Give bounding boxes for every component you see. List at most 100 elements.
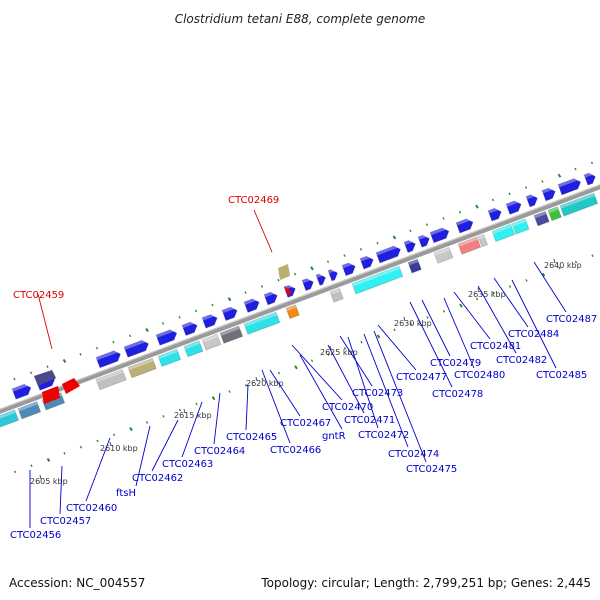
- gene-arrow: [455, 217, 474, 234]
- gene-arrow: [375, 244, 402, 264]
- gene-arrow: [547, 206, 562, 222]
- gene-shape: [219, 325, 244, 344]
- gene-shape: [123, 339, 150, 358]
- track-dot: [343, 347, 347, 350]
- gene-arrow: [327, 267, 339, 282]
- gene-shape: [201, 314, 218, 329]
- gene-shine: [404, 238, 415, 245]
- gene-label: CTC02470: [322, 402, 373, 413]
- gene-shape: [487, 207, 502, 222]
- gene-shine: [506, 199, 521, 207]
- scale-tick-mark: [255, 376, 258, 382]
- scale-tick-label: 2615 kbp: [174, 411, 212, 420]
- gene-shape: [505, 200, 522, 215]
- gene-shape: [263, 291, 278, 306]
- track-dot: [310, 266, 314, 271]
- track-dot: [294, 365, 298, 370]
- gene-label: CTC02462: [132, 473, 183, 484]
- track-dot: [178, 315, 181, 319]
- leader-line: [245, 384, 249, 431]
- leader-line: [135, 425, 151, 487]
- gene-shape: [525, 194, 538, 208]
- gene-label: CTC02474: [388, 449, 439, 460]
- gene-shine: [184, 340, 201, 350]
- track-dot: [145, 421, 149, 424]
- gene-shine: [220, 326, 240, 336]
- track-dot: [508, 192, 511, 196]
- gene-arrow: [201, 312, 218, 329]
- track-dot: [574, 260, 578, 264]
- gene-shine: [456, 217, 473, 226]
- track-dot: [112, 340, 115, 344]
- gene-shape: [157, 348, 182, 368]
- map-title: Clostridium tetani E88, complete genome: [175, 12, 426, 26]
- track-dot: [46, 457, 51, 463]
- gene-label: CTC02457: [40, 516, 91, 527]
- gene-shine: [182, 320, 197, 329]
- leader-line: [477, 285, 517, 354]
- highlight-gene-ctc02459-red-b: [62, 378, 80, 394]
- track-dot: [244, 291, 247, 294]
- gene-arrow: [487, 206, 502, 222]
- gene-arrow: [351, 265, 404, 295]
- gene-shine: [202, 312, 217, 321]
- gene-shine: [584, 171, 595, 178]
- gene-shape: [327, 269, 339, 282]
- gene-arrow: [201, 333, 222, 351]
- track-dot: [426, 316, 429, 319]
- gene-label: CTC02466: [270, 445, 321, 456]
- gene-arrow: [0, 409, 20, 429]
- track-dot: [261, 377, 264, 381]
- track-dot: [326, 260, 330, 264]
- gene-arrow: [559, 192, 599, 217]
- gene-arrow: [263, 290, 278, 306]
- gene-shine: [302, 276, 313, 284]
- highlight-gene-ctc02459-red: [42, 386, 60, 404]
- leader-line: [291, 344, 343, 401]
- gene-label: CTC02460: [66, 503, 117, 514]
- gene-shine: [408, 259, 419, 266]
- gene-shine: [316, 272, 325, 278]
- track-dot: [541, 180, 544, 183]
- track-dot: [62, 358, 67, 364]
- gene-arrow: [17, 400, 42, 420]
- track-dot: [310, 359, 314, 363]
- track-dot: [260, 285, 264, 288]
- gene-arrow: [95, 368, 127, 391]
- track-dot: [541, 272, 546, 277]
- scale-tick-mark: [403, 316, 406, 322]
- gene-label: CTC02464: [194, 446, 245, 457]
- gene-arrow: [433, 246, 454, 264]
- gene-shape: [583, 172, 596, 186]
- gene-shine: [156, 327, 176, 338]
- leader-line: [511, 279, 557, 369]
- leader-line: [59, 465, 63, 515]
- gene-arrow: [417, 233, 430, 248]
- track-dot: [392, 235, 397, 240]
- gene-shine: [286, 304, 297, 312]
- gene-arrow: [525, 193, 538, 208]
- gene-shape: [127, 357, 157, 379]
- gene-arrow: [557, 176, 582, 196]
- gene-arrow: [11, 382, 32, 400]
- gene-label: CTC02481: [470, 341, 521, 352]
- scale-tick-label: 2635 kbp: [468, 290, 506, 299]
- gene-label: CTC02479: [430, 358, 481, 369]
- track-dot: [409, 229, 412, 233]
- leader-line: [181, 401, 203, 458]
- gene-shape: [221, 306, 238, 322]
- gene-shine: [558, 176, 580, 188]
- gene-arrow: [429, 226, 450, 244]
- gene-shine: [342, 261, 355, 269]
- scale-tick-label: 2630 kbp: [394, 319, 432, 328]
- leader-line: [377, 324, 417, 371]
- gene-arrow: [221, 305, 238, 322]
- track-dot: [409, 322, 413, 325]
- track-dot: [194, 309, 198, 313]
- scale-tick-mark: [477, 287, 480, 293]
- gene-arrow: [583, 171, 596, 186]
- gene-label: CTC02485: [536, 370, 587, 381]
- gene-shine: [124, 338, 148, 350]
- track-dot: [590, 161, 594, 165]
- gene-shape: [491, 223, 516, 243]
